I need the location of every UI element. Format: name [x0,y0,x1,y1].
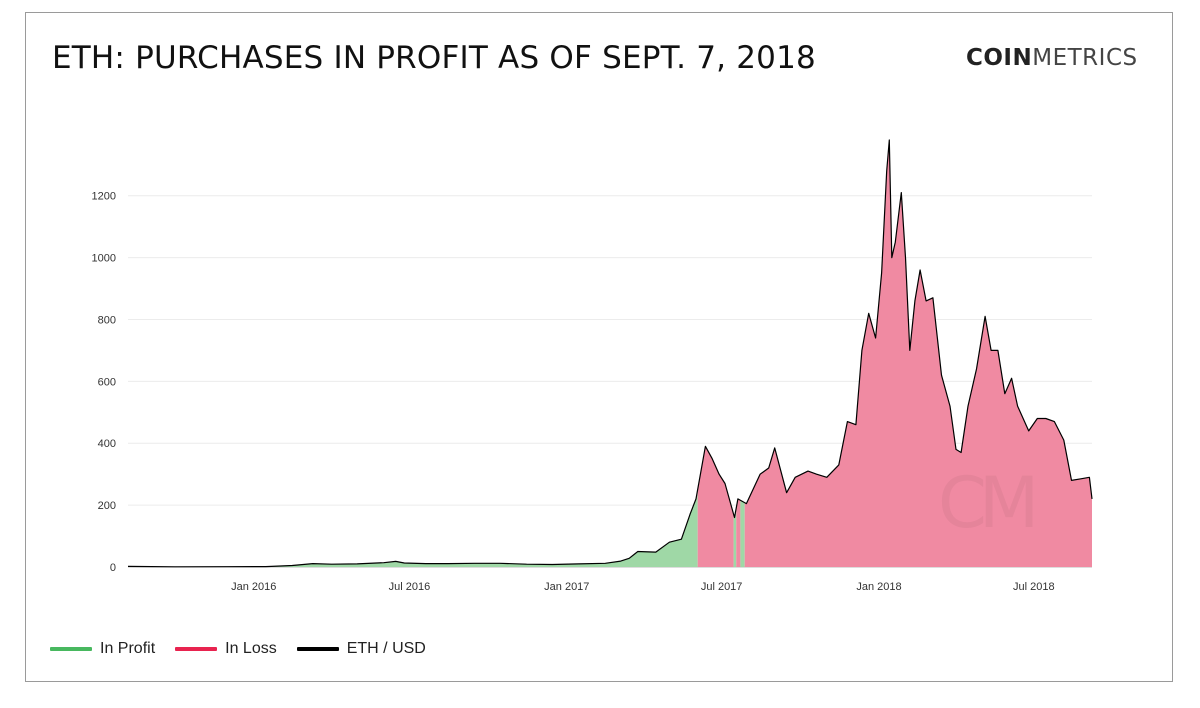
profit-area [733,508,737,567]
y-tick-label-400: 400 [98,438,116,450]
x-tick-label: Jan 2016 [231,581,276,593]
legend-swatch-in-loss [175,647,218,651]
watermark-logo: CM [938,462,1039,544]
profit-area [128,489,698,567]
chart-title: ETH: PURCHASES IN PROFIT AS OF SEPT. 7, … [52,40,816,76]
legend-label-in-profit: In Profit [100,640,156,657]
y-tick-label-0: 0 [110,562,116,574]
legend-item-in-loss: In Loss [175,640,277,658]
x-tick-label: Jan 2017 [544,581,589,593]
y-tick-label-800: 800 [98,314,116,326]
legend-item-eth-usd: ETH / USD [296,640,426,658]
loss-area [697,446,734,567]
y-tick-label-1000: 1000 [92,253,116,265]
legend-swatch-eth-usd [296,647,339,651]
brand-logo-light: METRICS [1032,45,1138,71]
legend-label-eth-usd: ETH / USD [346,640,426,657]
x-tick-label: Jul 2017 [701,581,743,593]
legend-swatch-in-profit [50,647,92,651]
y-tick-label-1200: 1200 [92,191,116,203]
loss-area [744,140,1092,567]
profit-loss-areas [128,140,1092,567]
profit-area [740,500,745,567]
loss-area [736,498,741,567]
legend: In Profit In Loss ETH / USD [50,640,426,658]
x-tick-label: Jul 2018 [1013,581,1055,593]
x-tick-label: Jan 2018 [856,581,901,593]
x-axis: Jan 2016 Jul 2016 Jan 2017 Jul 2017 Jan 2018… [231,581,1055,593]
legend-item-in-profit: In Profit [50,640,155,658]
y-axis: 0 200 400 600 800 1000 1200 [92,191,116,574]
price-line-group [127,139,1093,568]
x-tick-label: Jul 2016 [389,581,431,593]
y-tick-label-200: 200 [98,500,116,512]
price-line [127,139,1093,568]
y-tick-label-600: 600 [98,376,116,388]
legend-label-in-loss: In Loss [225,640,277,657]
brand-logo: COINMETRICS [966,45,1138,71]
brand-logo-bold: COIN [966,45,1033,71]
